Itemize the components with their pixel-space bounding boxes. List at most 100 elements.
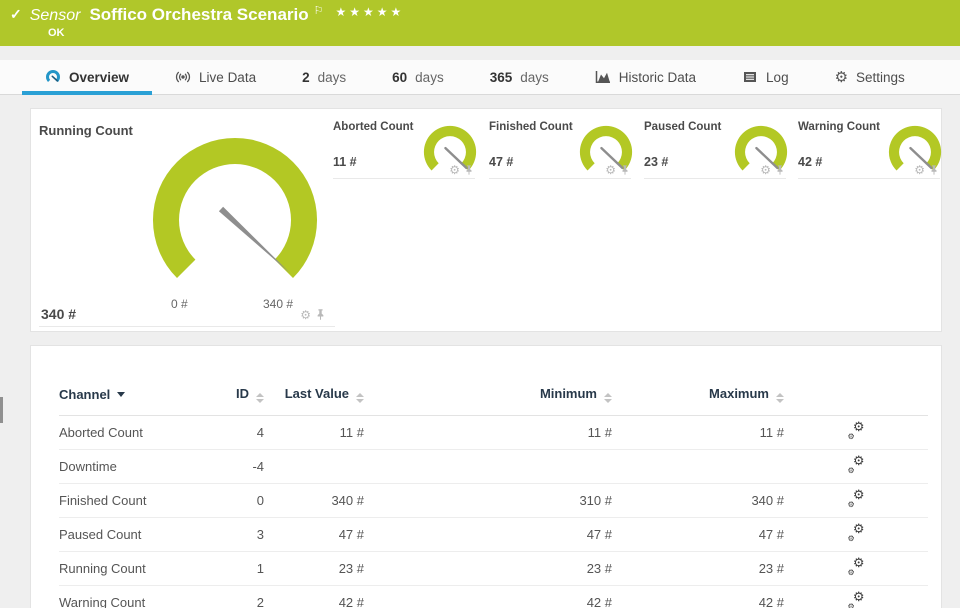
channel-name-cell[interactable]: Running Count bbox=[59, 551, 209, 586]
channel-settings-gears-icon[interactable]: ⚙ ⚙ bbox=[847, 486, 865, 509]
tab-overview[interactable]: Overview bbox=[22, 60, 153, 95]
tab-log[interactable]: Log bbox=[719, 60, 812, 94]
tab-overview-label: Overview bbox=[69, 69, 130, 85]
tab-settings[interactable]: ⚙ Settings bbox=[812, 60, 928, 94]
column-header-maximum[interactable]: Maximum bbox=[612, 386, 784, 416]
secondary-gauge-tile[interactable]: Finished Count 47 # ⚙ bbox=[489, 113, 633, 179]
tab-live-data-label: Live Data bbox=[199, 69, 257, 85]
tab-log-label: Log bbox=[766, 69, 789, 85]
channel-last-value-cell: 340 # bbox=[264, 483, 364, 518]
table-row: Finished Count 0 340 # 310 # 340 # ⚙ ⚙ bbox=[59, 483, 928, 518]
tab-365-days-number: 365 bbox=[489, 69, 513, 85]
gauge-settings-gear-icon[interactable]: ⚙ bbox=[914, 163, 925, 177]
channel-minimum-cell bbox=[364, 449, 612, 484]
table-row: Warning Count 2 42 # 42 # 42 # ⚙ ⚙ bbox=[59, 585, 928, 608]
channel-minimum-cell: 42 # bbox=[364, 585, 612, 608]
gauge-settings-gear-icon[interactable]: ⚙ bbox=[605, 163, 616, 177]
table-row: Aborted Count 4 11 # 11 # 11 # ⚙ ⚙ bbox=[59, 415, 928, 450]
channel-last-value-cell: 11 # bbox=[264, 415, 364, 450]
pin-icon[interactable] bbox=[621, 164, 629, 176]
status-ok-check-icon: ✓ bbox=[10, 6, 22, 22]
sensor-header: ✓ Sensor Soffico Orchestra Scenario ⚐ ★★… bbox=[0, 0, 960, 46]
primary-gauge-tile[interactable]: Running Count 0 # 340 # 340 # ⚙ bbox=[39, 113, 335, 327]
gear-icon: ⚙ bbox=[834, 68, 849, 86]
secondary-gauge-value: 11 # bbox=[333, 155, 357, 169]
priority-flag-icon[interactable]: ⚐ bbox=[313, 5, 324, 17]
secondary-gauge-title: Finished Count bbox=[489, 121, 573, 133]
channel-id-cell: 3 bbox=[209, 517, 264, 552]
area-chart-icon bbox=[595, 69, 611, 85]
secondary-gauge-value: 23 # bbox=[644, 155, 669, 169]
channel-maximum-cell bbox=[612, 449, 784, 484]
secondary-gauge-value: 47 # bbox=[489, 155, 514, 169]
channel-settings-gears-icon[interactable]: ⚙ ⚙ bbox=[847, 418, 865, 441]
pin-icon[interactable] bbox=[776, 164, 784, 176]
channel-maximum-cell: 11 # bbox=[612, 415, 784, 450]
channel-id-cell: 1 bbox=[209, 551, 264, 586]
sensor-title: Soffico Orchestra Scenario bbox=[89, 5, 309, 24]
channel-name-cell[interactable]: Warning Count bbox=[59, 585, 209, 608]
gauge-scale-min: 0 # bbox=[171, 297, 188, 311]
secondary-gauge-dial bbox=[734, 125, 788, 171]
tab-historic-data[interactable]: Historic Data bbox=[572, 60, 719, 94]
channel-settings-gears-icon[interactable]: ⚙ ⚙ bbox=[847, 554, 865, 577]
channel-name-cell[interactable]: Downtime bbox=[59, 449, 209, 484]
secondary-gauge-tile[interactable]: Warning Count 42 # ⚙ bbox=[798, 113, 942, 179]
channel-id-cell: 2 bbox=[209, 585, 264, 608]
channel-minimum-cell: 11 # bbox=[364, 415, 612, 450]
channel-name-cell[interactable]: Finished Count bbox=[59, 483, 209, 518]
priority-stars[interactable]: ★★★★★ bbox=[335, 5, 405, 19]
tab-2-days-number: 2 bbox=[302, 69, 310, 85]
broadcast-icon bbox=[175, 69, 191, 85]
column-header-last-value[interactable]: Last Value bbox=[264, 386, 364, 416]
column-header-minimum[interactable]: Minimum bbox=[364, 386, 612, 416]
channel-settings-gears-icon[interactable]: ⚙ ⚙ bbox=[847, 452, 865, 475]
gauge-icon bbox=[45, 69, 61, 85]
sort-arrows-icon bbox=[256, 393, 264, 403]
channel-last-value-cell bbox=[264, 449, 364, 484]
gauge-settings-gear-icon[interactable]: ⚙ bbox=[449, 163, 460, 177]
tab-365-days[interactable]: 365 days bbox=[467, 60, 572, 94]
channel-maximum-cell: 23 # bbox=[612, 551, 784, 586]
tab-2-days[interactable]: 2 days bbox=[279, 60, 369, 94]
tab-365-days-unit: days bbox=[520, 69, 549, 85]
channel-maximum-cell: 340 # bbox=[612, 483, 784, 518]
pin-icon[interactable] bbox=[465, 164, 473, 176]
primary-gauge-dial bbox=[152, 137, 318, 278]
secondary-gauge-dial bbox=[423, 125, 477, 171]
secondary-gauge-title: Paused Count bbox=[644, 121, 722, 133]
channel-settings-gears-icon[interactable]: ⚙ ⚙ bbox=[847, 520, 865, 543]
pin-icon[interactable] bbox=[316, 308, 325, 321]
secondary-gauge-tile[interactable]: Paused Count 23 # ⚙ bbox=[644, 113, 788, 179]
channel-last-value-cell: 42 # bbox=[264, 585, 364, 608]
tab-live-data[interactable]: Live Data bbox=[152, 60, 279, 94]
channel-settings-gears-icon[interactable]: ⚙ ⚙ bbox=[847, 588, 865, 608]
gauge-settings-gear-icon[interactable]: ⚙ bbox=[760, 163, 771, 177]
sort-arrows-icon bbox=[604, 393, 612, 403]
log-list-icon bbox=[742, 69, 758, 85]
channel-maximum-cell: 42 # bbox=[612, 585, 784, 608]
channel-last-value-cell: 23 # bbox=[264, 551, 364, 586]
tab-historic-data-label: Historic Data bbox=[618, 69, 697, 85]
tab-60-days[interactable]: 60 days bbox=[369, 60, 467, 94]
channel-name-cell[interactable]: Paused Count bbox=[59, 517, 209, 552]
table-row: Running Count 1 23 # 23 # 23 # ⚙ ⚙ bbox=[59, 551, 928, 586]
secondary-gauge-value: 42 # bbox=[798, 155, 823, 169]
channels-table: Channel ID Last Value Minimum Maximum Ab… bbox=[59, 386, 928, 608]
left-edge-scroll-marker bbox=[0, 397, 3, 423]
channel-minimum-cell: 47 # bbox=[364, 517, 612, 552]
channel-minimum-cell: 310 # bbox=[364, 483, 612, 518]
gauge-settings-gear-icon[interactable]: ⚙ bbox=[300, 307, 311, 322]
tab-2-days-unit: days bbox=[317, 69, 347, 85]
channel-name-cell[interactable]: Aborted Count bbox=[59, 415, 209, 450]
tab-60-days-number: 60 bbox=[392, 69, 408, 85]
tab-60-days-unit: days bbox=[415, 69, 444, 85]
column-header-id[interactable]: ID bbox=[209, 386, 264, 416]
column-header-channel[interactable]: Channel bbox=[59, 386, 209, 416]
table-header-row: Channel ID Last Value Minimum Maximum bbox=[59, 386, 928, 416]
pin-icon[interactable] bbox=[930, 164, 938, 176]
secondary-gauge-dial bbox=[579, 125, 633, 171]
channel-id-cell: 4 bbox=[209, 415, 264, 450]
secondary-gauge-title: Warning Count bbox=[798, 121, 880, 133]
secondary-gauge-tile[interactable]: Aborted Count 11 # ⚙ bbox=[333, 113, 477, 179]
